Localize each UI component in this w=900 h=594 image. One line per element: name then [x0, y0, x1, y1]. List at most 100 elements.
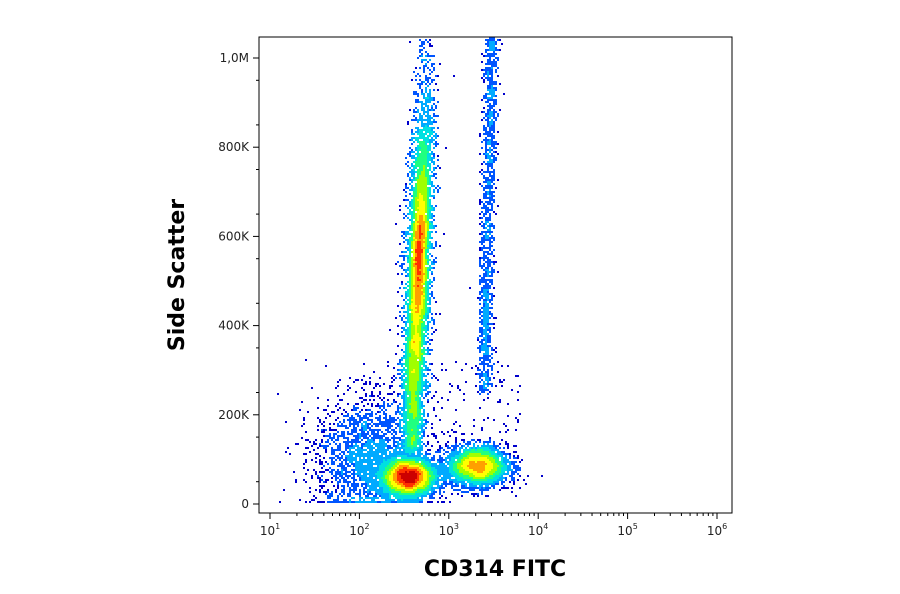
density-point — [413, 275, 415, 277]
density-point — [411, 149, 413, 151]
density-point — [409, 347, 411, 349]
density-point — [407, 433, 409, 435]
density-point — [395, 455, 397, 457]
density-point — [485, 127, 487, 129]
density-point — [405, 291, 407, 293]
density-point — [427, 255, 429, 257]
density-point — [403, 477, 405, 479]
density-point — [405, 373, 407, 375]
density-point — [421, 329, 423, 331]
density-point — [307, 447, 309, 449]
density-point — [419, 265, 421, 267]
density-point — [485, 371, 487, 373]
density-point — [413, 469, 415, 471]
density-point — [349, 457, 351, 459]
density-point — [409, 343, 411, 345]
density-point — [351, 477, 353, 479]
density-point — [429, 243, 431, 245]
density-point — [465, 451, 467, 453]
density-point — [401, 273, 403, 275]
density-point — [413, 195, 415, 197]
density-point — [405, 459, 407, 461]
density-point — [389, 445, 391, 447]
density-point — [431, 63, 433, 65]
density-point — [419, 217, 421, 219]
density-point — [383, 493, 385, 495]
density-point — [417, 411, 419, 413]
density-point — [407, 281, 409, 283]
density-point — [371, 461, 373, 463]
density-point — [433, 135, 435, 137]
density-point — [375, 443, 377, 445]
density-point — [445, 469, 447, 471]
density-point — [333, 451, 335, 453]
density-point — [433, 261, 435, 263]
density-point — [403, 411, 405, 413]
density-point — [435, 481, 437, 483]
density-point — [411, 163, 413, 165]
density-point — [467, 445, 469, 447]
density-point — [483, 473, 485, 475]
density-point — [359, 473, 361, 475]
density-point — [419, 487, 421, 489]
density-point — [489, 179, 491, 181]
density-point — [413, 359, 415, 361]
density-point — [417, 339, 419, 341]
density-point — [475, 479, 477, 481]
density-point — [415, 163, 417, 165]
density-point — [489, 479, 491, 481]
density-point — [357, 447, 359, 449]
density-point — [497, 451, 499, 453]
density-point — [475, 461, 477, 463]
density-point — [481, 307, 483, 309]
density-point — [425, 131, 427, 133]
density-point — [403, 401, 405, 403]
density-point — [427, 269, 429, 271]
density-point — [415, 455, 417, 457]
density-point — [397, 305, 399, 307]
density-point — [401, 431, 403, 433]
density-point — [491, 225, 493, 227]
density-point — [391, 483, 393, 485]
density-point — [417, 197, 419, 199]
density-point — [431, 217, 433, 219]
density-point — [413, 297, 415, 299]
density-point — [409, 139, 411, 141]
density-point — [397, 393, 399, 395]
density-point — [445, 467, 447, 469]
density-point — [439, 485, 441, 487]
density-point — [425, 395, 427, 397]
density-point — [419, 215, 421, 217]
density-point — [413, 205, 415, 207]
density-point — [411, 359, 413, 361]
density-point — [375, 471, 377, 473]
density-point — [347, 419, 349, 421]
density-point — [411, 473, 413, 475]
density-point — [421, 435, 423, 437]
density-point — [419, 185, 421, 187]
density-point — [413, 413, 415, 415]
density-point — [415, 147, 417, 149]
density-point — [425, 133, 427, 135]
density-point — [411, 401, 413, 403]
density-point — [383, 463, 385, 465]
density-point — [491, 475, 493, 477]
density-point — [417, 369, 419, 371]
density-point — [483, 289, 485, 291]
density-point — [381, 473, 383, 475]
density-point — [489, 361, 491, 363]
density-point — [409, 205, 411, 207]
density-point — [471, 489, 473, 491]
density-point — [489, 55, 491, 57]
density-point — [419, 187, 421, 189]
density-point — [439, 469, 441, 471]
density-point — [493, 51, 495, 53]
density-point — [365, 487, 367, 489]
density-point — [405, 187, 407, 189]
density-point — [321, 431, 323, 433]
density-point — [413, 313, 415, 315]
density-point — [491, 107, 493, 109]
density-point — [423, 357, 425, 359]
density-point — [417, 317, 419, 319]
